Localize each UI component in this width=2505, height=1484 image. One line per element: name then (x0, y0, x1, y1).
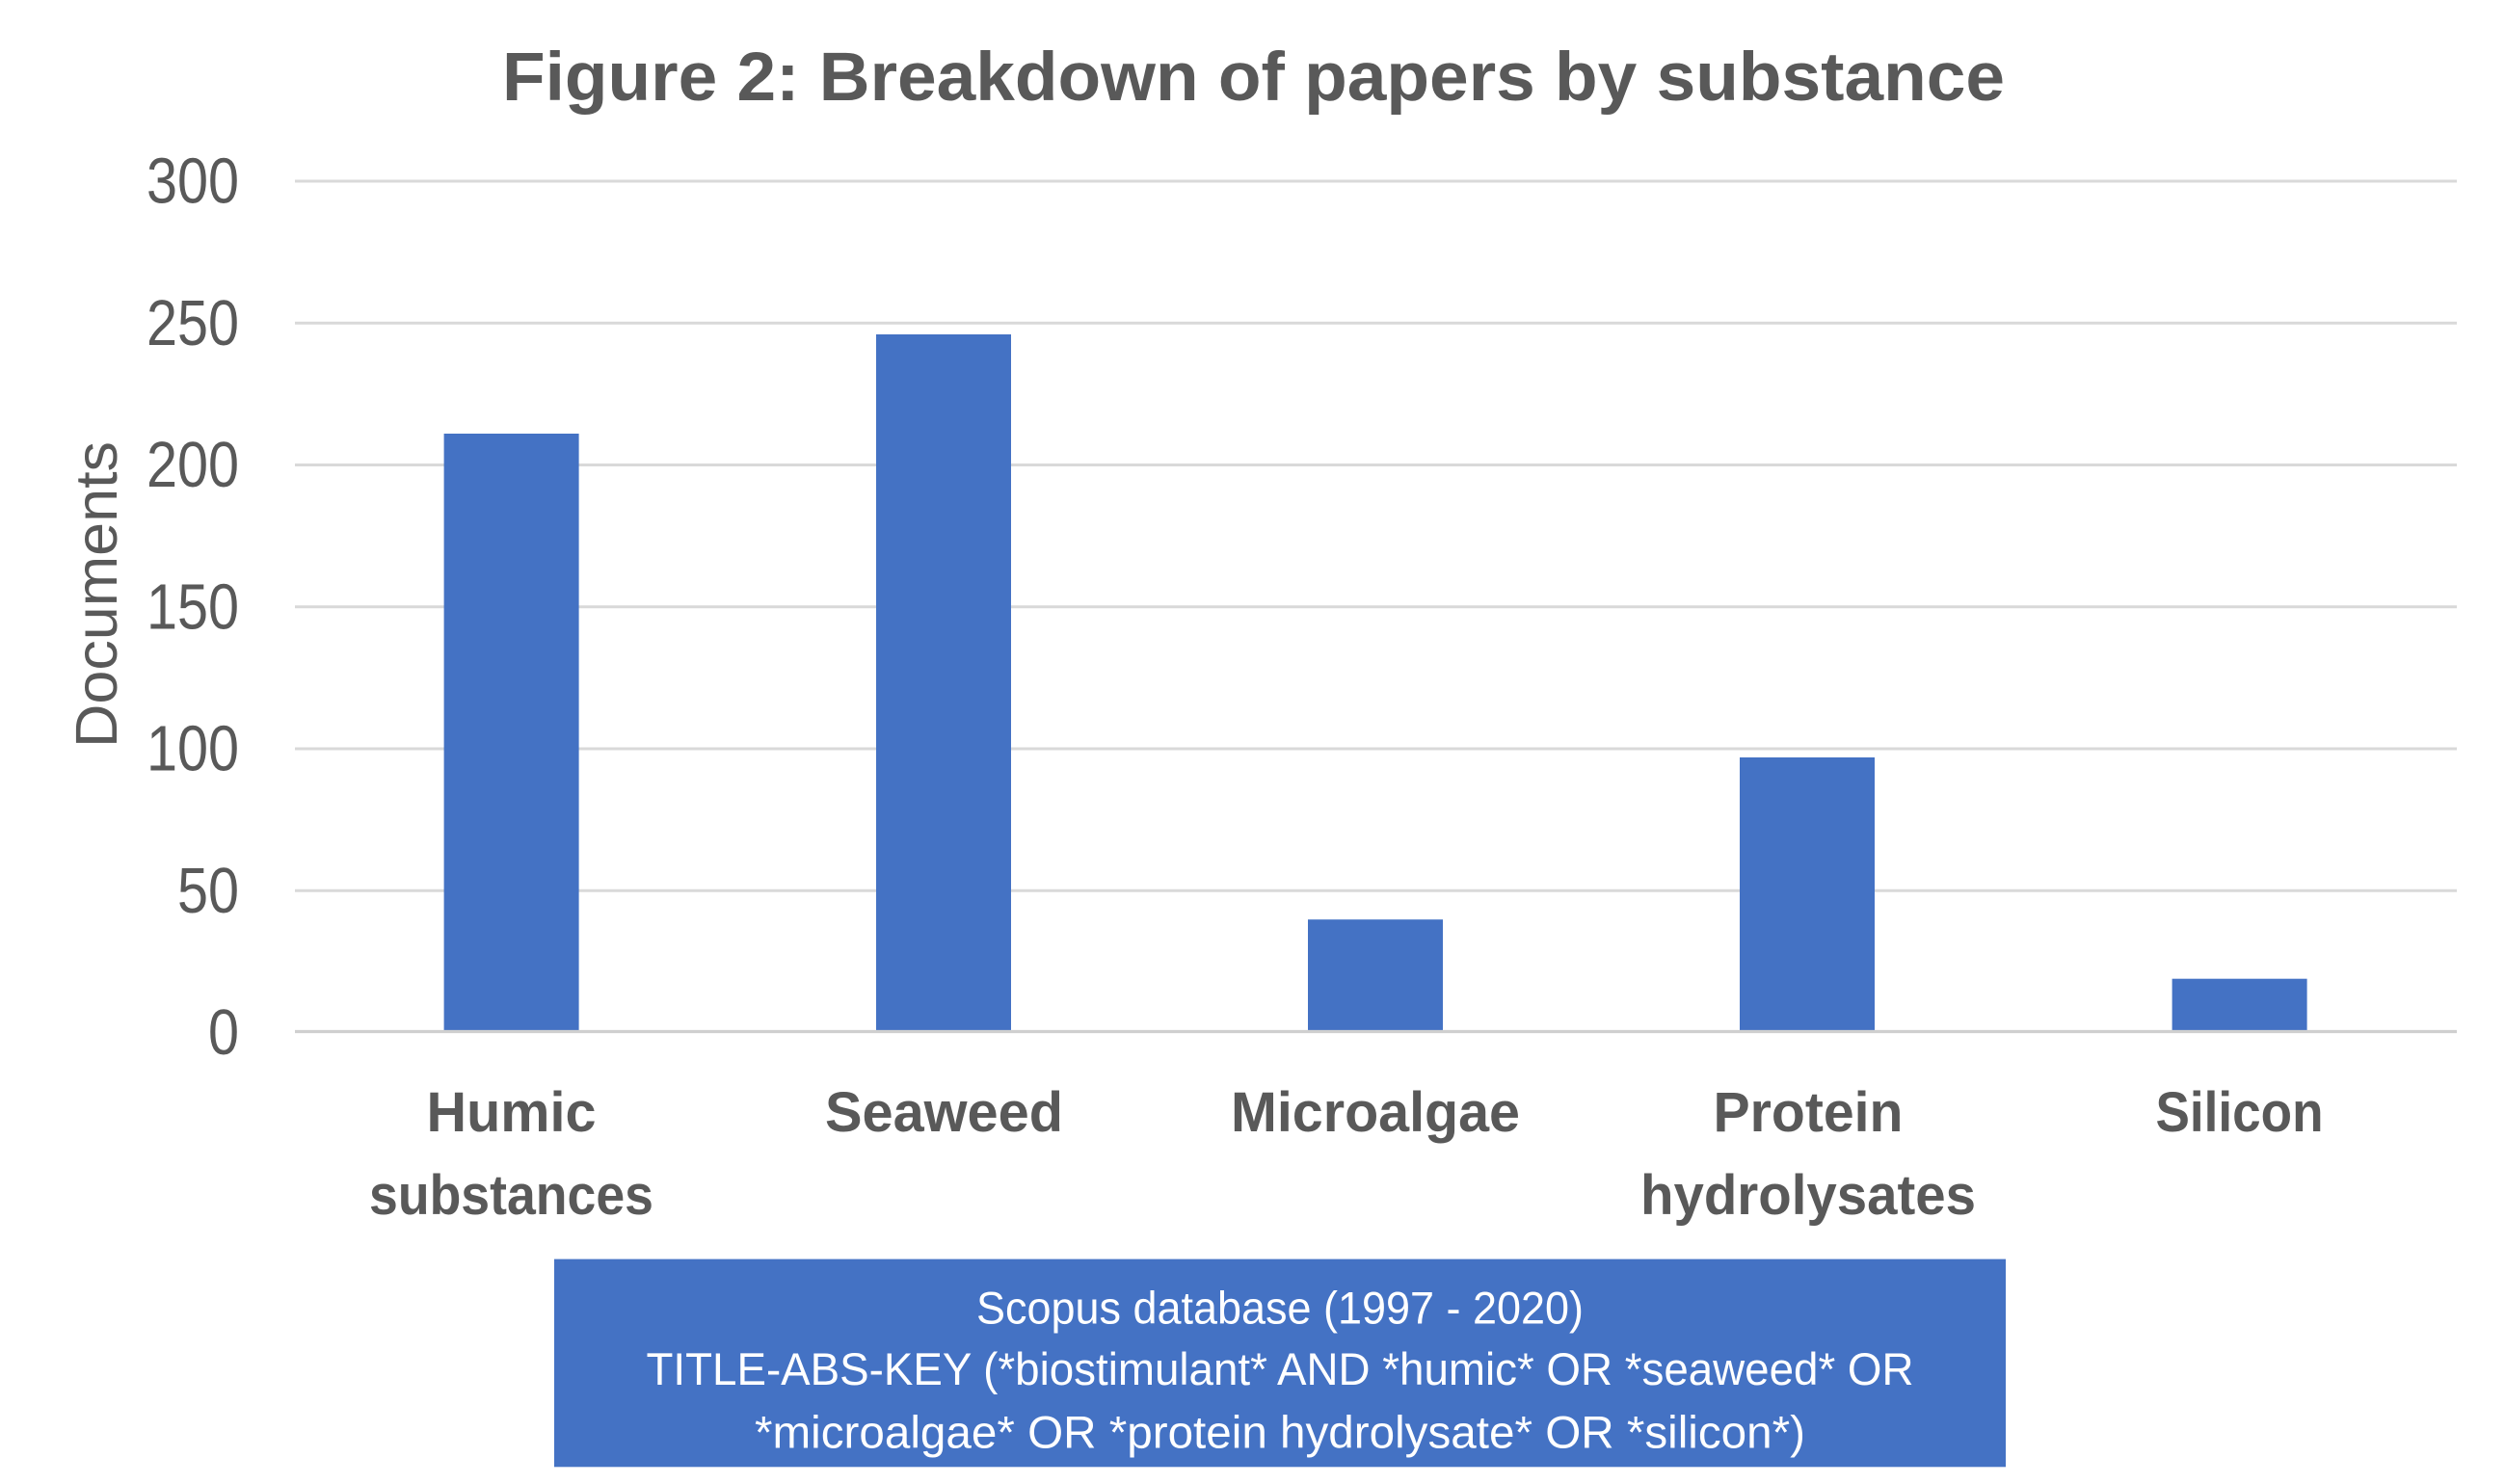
svg-text:Humic: Humic (427, 1081, 597, 1144)
svg-text:200: 200 (147, 429, 239, 501)
svg-text:Silicon: Silicon (2156, 1081, 2324, 1144)
svg-text:50: 50 (177, 855, 239, 927)
svg-text:hydrolysates: hydrolysates (1640, 1164, 1976, 1227)
svg-text:Seaweed: Seaweed (825, 1081, 1063, 1144)
svg-text:TITLE-ABS-KEY (*biostimulant*: TITLE-ABS-KEY (*biostimulant* AND *humic… (647, 1343, 1914, 1394)
svg-text:100: 100 (147, 713, 239, 785)
svg-text:150: 150 (147, 570, 239, 643)
svg-text:0: 0 (208, 996, 239, 1069)
svg-text:*microalgae* OR *protein hydro: *microalgae* OR *protein hydrolysate* OR… (755, 1407, 1805, 1458)
svg-text:Protein: Protein (1714, 1081, 1904, 1144)
svg-text:Documents: Documents (64, 441, 129, 748)
svg-text:Figure 2: Breakdown of papers: Figure 2: Breakdown of papers by substan… (502, 39, 2005, 116)
svg-text:Microalgae: Microalgae (1231, 1081, 1520, 1144)
svg-text:Scopus database (1997 - 2020): Scopus database (1997 - 2020) (976, 1283, 1584, 1334)
svg-text:250: 250 (147, 287, 239, 359)
svg-text:substances: substances (369, 1164, 653, 1227)
svg-text:300: 300 (147, 146, 239, 218)
